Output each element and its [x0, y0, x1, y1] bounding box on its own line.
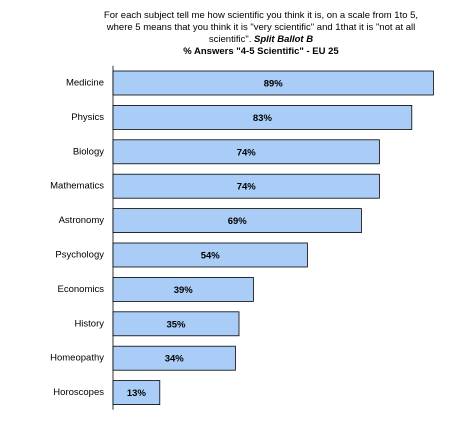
bar — [112, 139, 380, 165]
bar — [112, 208, 362, 234]
category-label: Medicine — [66, 78, 104, 89]
category-label: Mathematics — [50, 181, 104, 192]
category-label: Homeopathy — [50, 353, 104, 364]
data-label: 13% — [127, 388, 147, 399]
title-line-3: scientific". Split Ballot B — [60, 34, 462, 46]
bar — [112, 345, 236, 371]
data-label: 54% — [201, 251, 221, 262]
bar — [112, 70, 434, 96]
category-label: Horoscopes — [53, 387, 104, 398]
data-label: 83% — [253, 113, 273, 124]
title-line-3-text: scientific". — [208, 34, 254, 45]
bar — [112, 276, 254, 302]
category-label: Psychology — [55, 250, 104, 261]
title-line-2: where 5 means that you think it is "very… — [106, 22, 416, 33]
data-label: 35% — [166, 319, 186, 330]
data-label: 74% — [237, 182, 257, 193]
bar — [112, 242, 308, 268]
category-label: Astronomy — [59, 215, 105, 226]
data-label: 69% — [228, 216, 248, 227]
data-label: 39% — [174, 285, 194, 296]
data-label: 74% — [237, 147, 257, 158]
chart-title: For each subject tell me how scientific … — [60, 10, 462, 58]
data-label: 89% — [264, 79, 284, 90]
bar — [112, 105, 413, 130]
chart-subtitle: % Answers "4-5 Scientific" - EU 25 — [183, 46, 339, 57]
data-label: 34% — [165, 354, 185, 365]
bar — [112, 380, 161, 406]
bar — [112, 173, 380, 199]
category-label: Biology — [73, 146, 104, 157]
category-label: History — [74, 318, 104, 329]
category-label: Economics — [58, 284, 105, 295]
title-line-1: For each subject tell me how scientific … — [103, 10, 419, 21]
split-ballot-label: Split Ballot B — [253, 34, 314, 45]
bar — [112, 311, 240, 337]
category-label: Physics — [71, 112, 104, 123]
